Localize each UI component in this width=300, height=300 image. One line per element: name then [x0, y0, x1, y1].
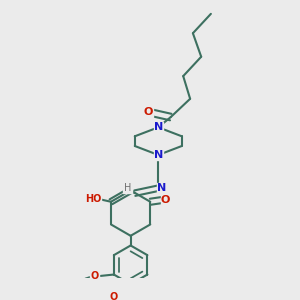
Text: N: N: [154, 122, 163, 132]
Bar: [123, 182, 132, 193]
Text: O: O: [90, 271, 99, 281]
Bar: [109, 291, 118, 300]
Bar: [161, 194, 170, 205]
Text: O: O: [161, 194, 170, 205]
Bar: [86, 194, 101, 204]
Bar: [154, 150, 163, 160]
Text: N: N: [157, 183, 166, 193]
Text: O: O: [109, 292, 118, 300]
Text: HO: HO: [85, 194, 102, 204]
Bar: [154, 122, 163, 133]
Text: O: O: [144, 107, 153, 117]
Text: N: N: [154, 150, 163, 160]
Bar: [157, 183, 166, 194]
Bar: [90, 271, 99, 281]
Text: H: H: [124, 183, 131, 193]
Bar: [144, 107, 153, 117]
